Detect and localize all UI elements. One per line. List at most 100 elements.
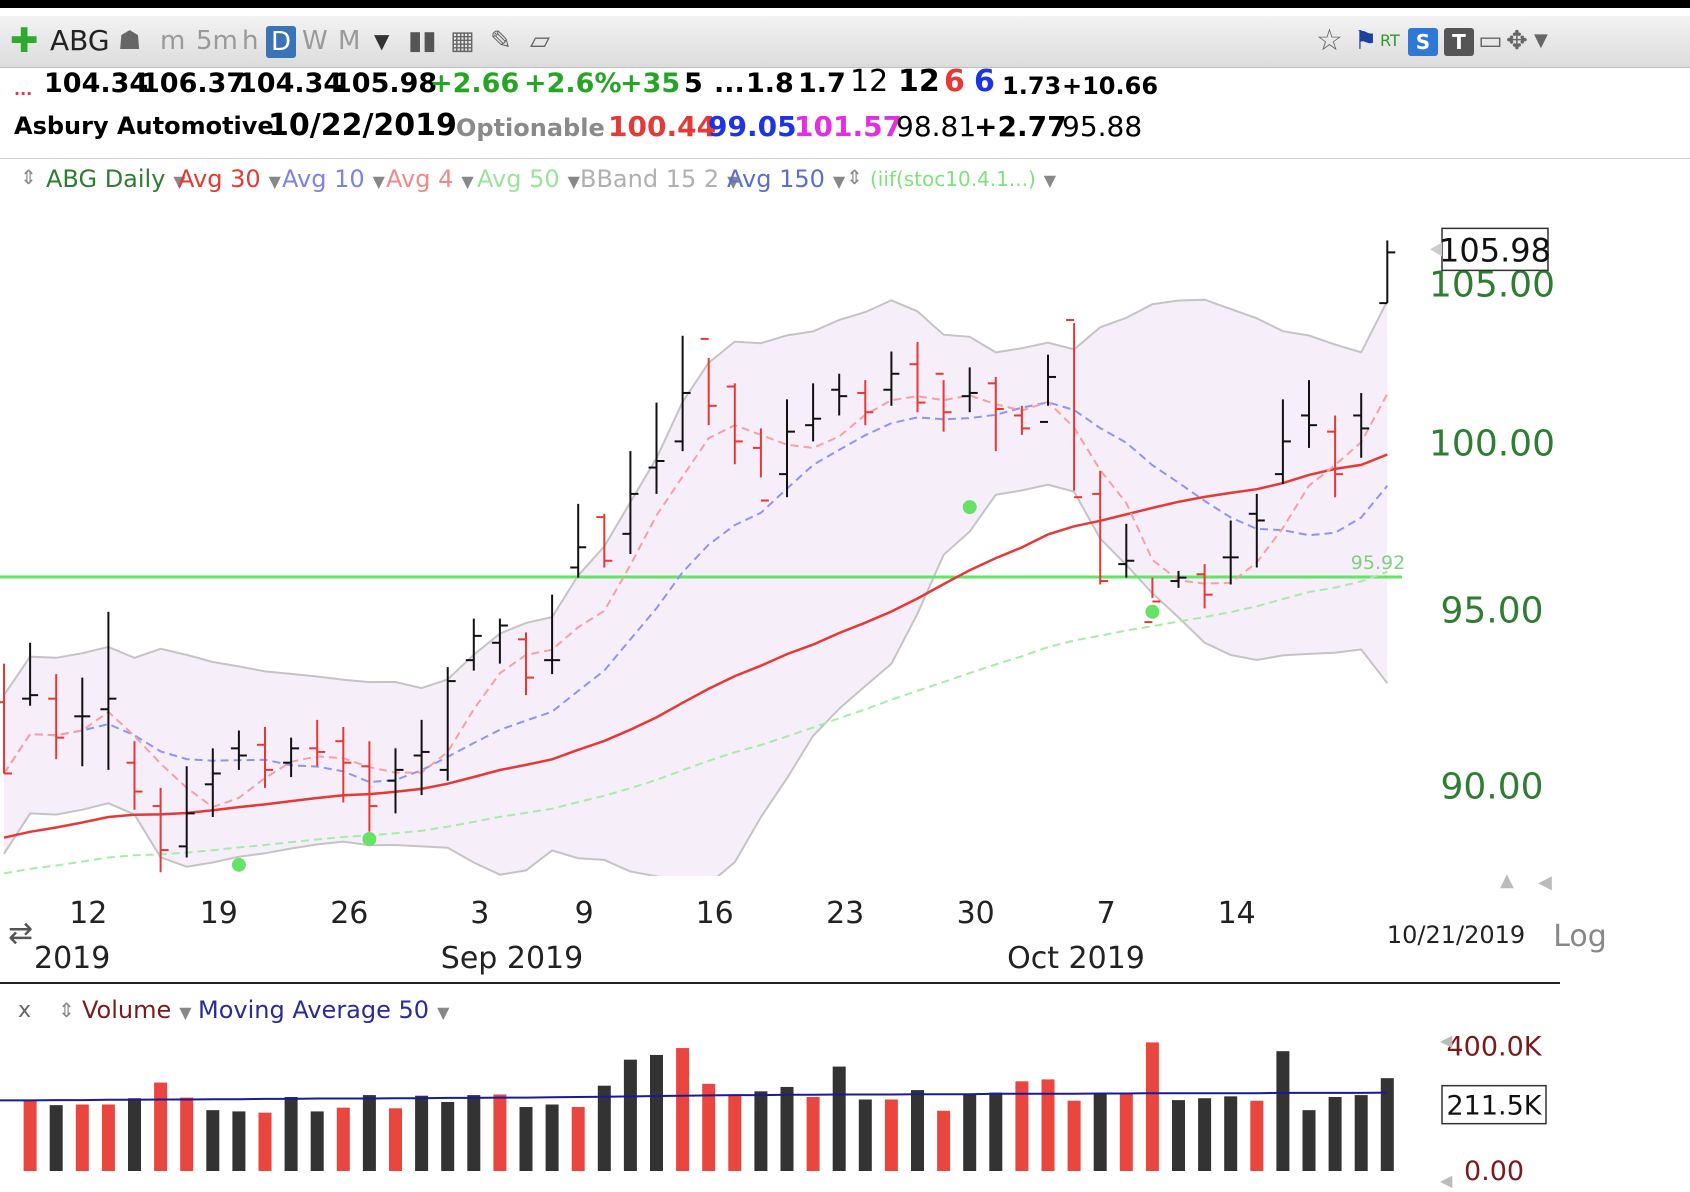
note-icon[interactable]: ▱ [530,26,550,56]
x-tick-label: 3 [470,896,489,931]
study-avg-4[interactable]: Avg 4 ▼ [386,165,474,193]
interval-hour-button[interactable]: h [242,26,259,56]
s-button[interactable]: S [1408,28,1438,56]
volume-bar [206,1110,220,1171]
star-icon[interactable]: ☆ [1316,23,1343,58]
volume-ma-line [0,1091,1388,1102]
quote-field-3: ... [714,68,745,99]
interval-5min-button[interactable]: 5m [196,26,238,56]
bar-style-icon[interactable]: ▮▮ [408,26,437,56]
sort-arrows-icon[interactable]: ⇕ [20,165,37,189]
refresh-icon[interactable]: ⇄ [8,916,33,951]
ohlc-bar [987,376,1004,452]
ohlc-bar [805,383,822,442]
interval-daily-button[interactable]: D [266,26,296,58]
sort-arrows-icon[interactable]: ⇕ [846,165,863,189]
ohlc-bar [544,594,561,675]
chevron-down-icon: ▼ [268,172,281,191]
chevron-down-icon: ▼ [179,1003,192,1022]
quote-date: 10/22/2019 [268,108,457,143]
volume-bar [1041,1079,1055,1171]
ohlc-bar [257,726,273,788]
bband-lower-line [3,483,1389,876]
close-icon[interactable]: x [18,998,32,1023]
ohlc-bar [1222,520,1239,585]
study-bband[interactable]: BBand 15 2 ▼ [580,165,739,193]
scroll-up-icon[interactable]: ▲ [1500,870,1514,891]
volume-bar [1276,1051,1290,1171]
study-avg-50[interactable]: Avg 50 ▼ [477,165,580,193]
volume-bar [1354,1095,1368,1171]
price-plot-area [0,240,1402,876]
table-icon[interactable]: ▦ [450,26,475,56]
sort-arrows-icon[interactable]: ⇕ [58,998,75,1022]
ohlc-bar [335,726,352,803]
volume-bar [49,1105,63,1171]
study-avg-150[interactable]: Avg 150 ▼ [727,165,845,193]
volume-ma-value: 211.5K [1446,1091,1542,1122]
toolbar: ✚ ABG ☗ m 5m h D W M ▼ ▮▮ ▦ ✎ ▱ ☆ ⚑ RT S… [0,16,1690,68]
move-icon[interactable]: ✥ [1506,26,1528,56]
volume-bar [1015,1081,1029,1171]
add-symbol-icon[interactable]: ✚ [10,21,39,61]
chevron-down-icon[interactable]: ▼ [1534,30,1548,51]
ohlc-bar [1170,570,1187,588]
info-value-1: 100.44 [608,110,717,143]
quote-row: ... 104.34 106.37 104.34 105.98 +2.66 +2… [0,64,1690,108]
ohlc-bar [22,642,39,706]
volume-study[interactable]: Volume ▼ [82,996,192,1024]
volume-bar [232,1111,246,1171]
t-button[interactable]: T [1444,28,1474,56]
volume-bar [1093,1094,1107,1171]
volume-bar [1302,1110,1316,1171]
link-icon[interactable]: ☗ [118,26,142,56]
symbol-field[interactable]: ABG [50,24,110,57]
volume-bar [702,1083,716,1171]
interval-minute-button[interactable]: m [160,26,186,56]
flag-icon[interactable]: ⚑ [1354,26,1378,56]
quote-field-8: 6 [944,64,965,99]
study-abg-daily[interactable]: ABG Daily ▼ [46,165,186,193]
quote-field-2: 5 [684,68,703,99]
interval-weekly-button[interactable]: W [302,26,328,56]
ohlc-bar [1274,399,1291,484]
ohlc-bar [883,351,900,406]
ohlc-bar [1196,564,1213,609]
info-value-6: 95.88 [1062,110,1143,143]
ohlc-bar [674,335,691,452]
chevron-down-icon: ▼ [437,1003,450,1022]
x-tick-label: 12 [69,896,107,931]
study-stoc-expression[interactable]: (iif(stoc10.4.1...) ▼ [870,167,1056,191]
study-avg-30[interactable]: Avg 30 ▼ [178,165,281,193]
volume-tick-label: 0.00 [1464,1156,1524,1187]
y-tick-label: 105.00 [1429,265,1555,306]
quote-low: 104.34 [238,68,343,99]
volume-bar [362,1095,376,1171]
volume-pane [0,1042,1394,1171]
chevron-down-icon: ▼ [832,172,846,191]
quote-field-10: 1.73 [1002,72,1062,100]
scroll-left-icon[interactable]: ◀ [1538,872,1552,893]
realtime-button[interactable]: RT [1380,31,1400,50]
ohlc-bar [1013,405,1030,435]
study-avg-10[interactable]: Avg 10 ▼ [282,165,385,193]
interval-monthly-button[interactable]: M [338,26,361,56]
log-scale-toggle[interactable]: Log [1553,919,1607,954]
volume-bar [1172,1100,1185,1171]
company-name: Asbury Automotive [14,112,274,140]
quote-field-4: 1.8 [746,68,794,99]
ohlc-bar [570,503,587,578]
ohlc-bar [0,663,12,775]
date-label: 10/21/2019 [1387,921,1525,949]
window-icon[interactable]: ▭ [1478,26,1503,56]
chevron-down-icon[interactable]: ▼ [374,29,390,53]
scroll-left-icon[interactable]: ◀ [1440,1031,1453,1050]
chevron-down-icon: ▼ [567,172,580,191]
quote-high: 106.37 [141,68,246,99]
volume-ma-study[interactable]: Moving Average 50 ▼ [198,996,449,1024]
ohlc-bar [909,342,926,413]
scroll-left-icon[interactable]: ◀ [1440,1171,1453,1190]
draw-pencil-icon[interactable]: ✎ [490,26,512,56]
